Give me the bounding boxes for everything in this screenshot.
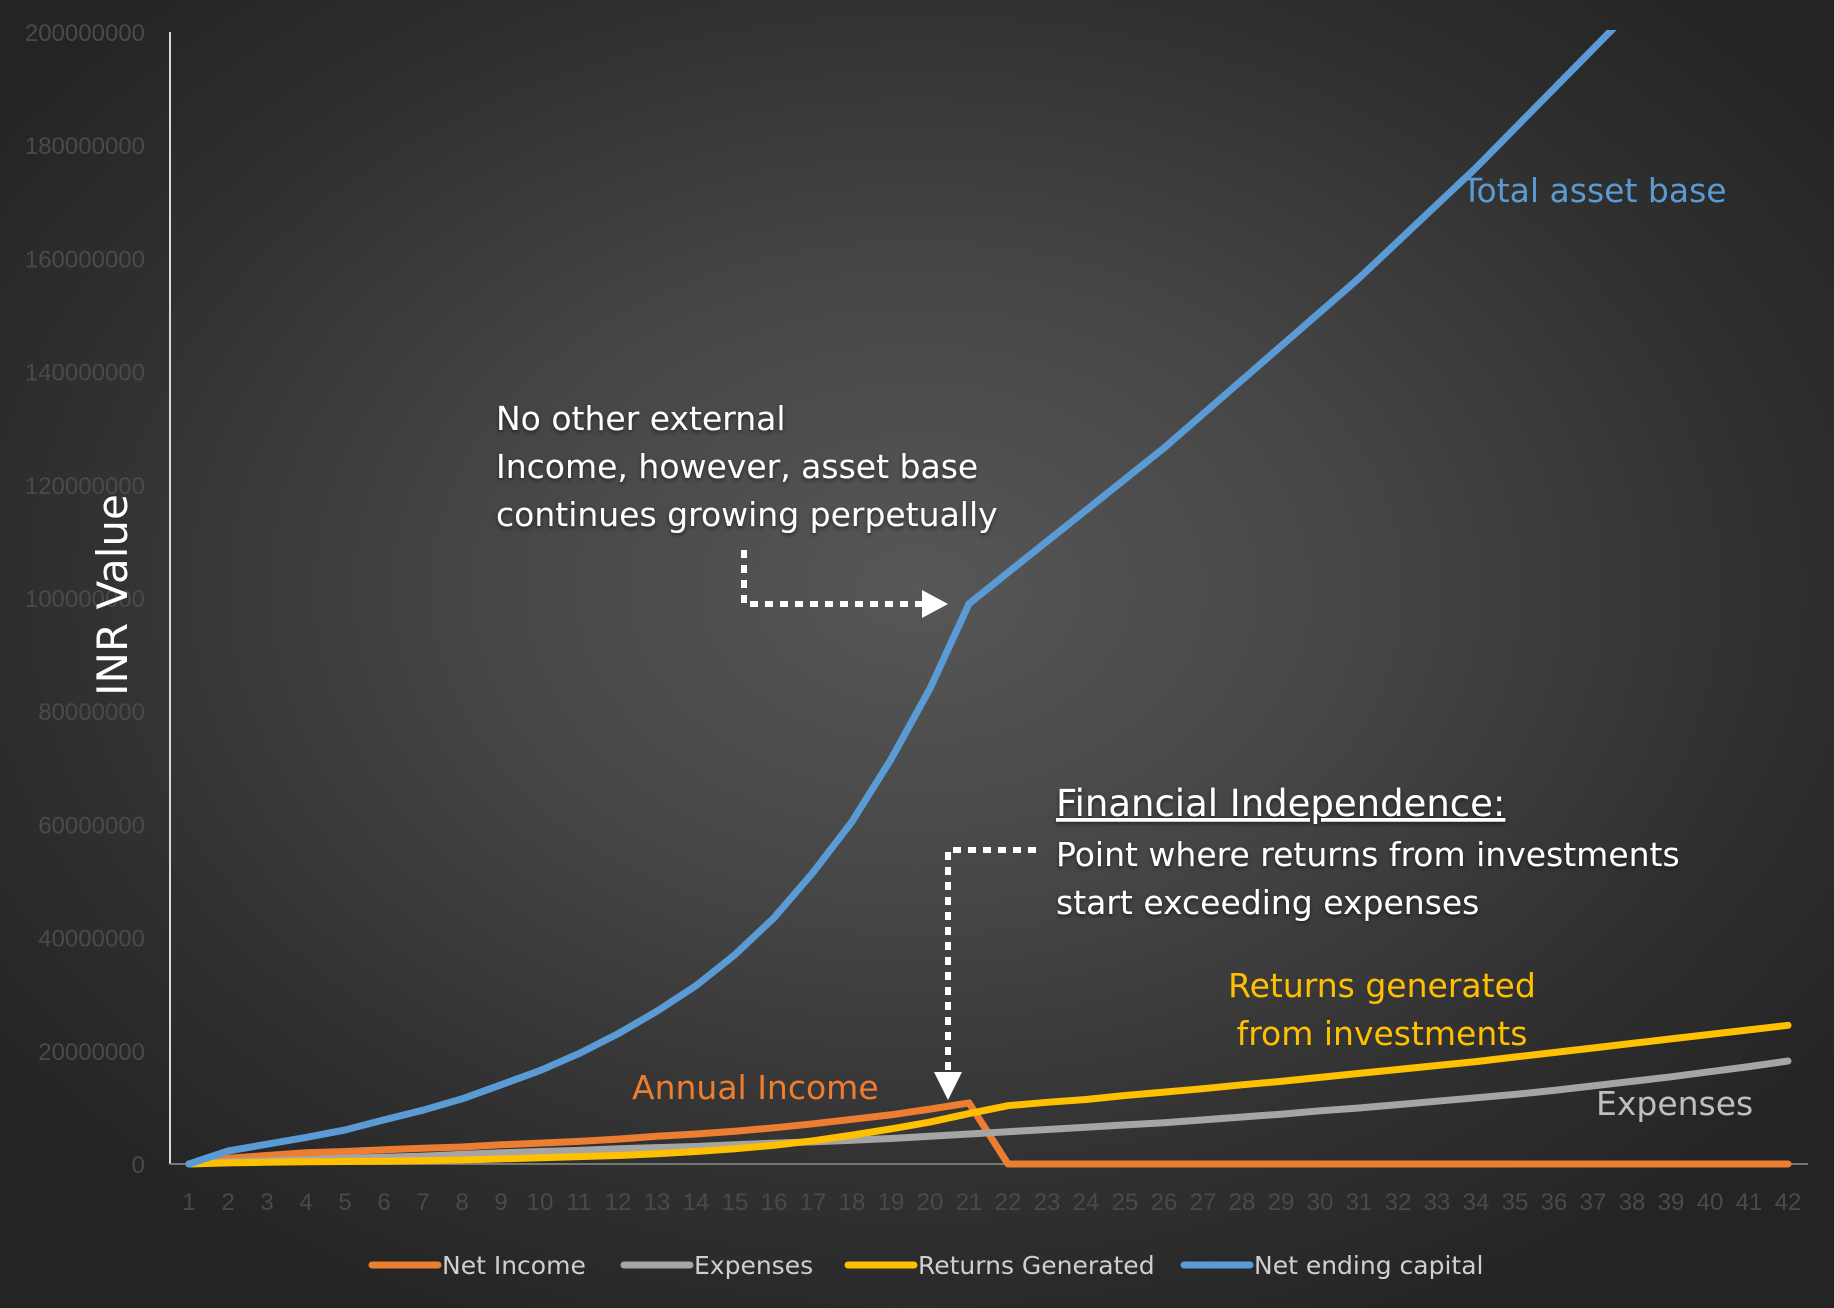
y-tick-label: 160000000: [25, 246, 145, 273]
x-tick-label: 24: [1073, 1189, 1100, 1216]
x-tick-label: 27: [1190, 1189, 1217, 1216]
x-tick-label: 26: [1151, 1189, 1178, 1216]
x-tick-label: 22: [995, 1189, 1022, 1216]
x-tick-label: 6: [377, 1189, 390, 1216]
x-tick-label: 32: [1385, 1189, 1412, 1216]
x-tick-label: 10: [527, 1189, 554, 1216]
x-tick-label: 9: [494, 1189, 507, 1216]
y-tick-label: 40000000: [38, 926, 145, 953]
x-tick-label: 14: [683, 1189, 710, 1216]
x-tick-label: 40: [1697, 1189, 1724, 1216]
x-tick-label: 38: [1619, 1189, 1646, 1216]
label-expenses: Expenses: [1596, 1084, 1753, 1123]
x-tick-label: 39: [1658, 1189, 1685, 1216]
fi-arrow: [934, 847, 1036, 1100]
x-tick-label: 17: [800, 1189, 827, 1216]
x-tick-label: 30: [1307, 1189, 1334, 1216]
fi-body-line-2: start exceeding expenses: [1056, 883, 1479, 922]
legend: Net Income Expenses Returns Generated Net e…: [368, 1251, 1483, 1280]
asset-note-line-1: No other external: [496, 399, 786, 438]
x-tick-label: 8: [455, 1189, 468, 1216]
x-tick-label: 11: [567, 1189, 592, 1216]
x-tick-label: 21: [956, 1189, 983, 1216]
y-tick-label: 200000000: [25, 20, 145, 47]
x-tick-label: 25: [1112, 1189, 1139, 1216]
x-tick-label: 33: [1424, 1189, 1451, 1216]
x-tick-label: 20: [917, 1189, 944, 1216]
label-total-asset-base: Total asset base: [1461, 171, 1727, 210]
legend-item-label: Net Income: [442, 1251, 586, 1280]
label-returns-line-1: Returns generated: [1228, 966, 1536, 1005]
x-tick-label: 1: [182, 1189, 195, 1216]
x-tick-label: 16: [761, 1189, 788, 1216]
asset-note-line-3: continues growing perpetually: [496, 495, 998, 534]
legend-item-label: Expenses: [694, 1251, 813, 1280]
legend-item-label: Net ending capital: [1254, 1251, 1483, 1280]
y-tick-label: 80000000: [38, 699, 145, 726]
y-tick-label: 100000000: [25, 586, 145, 613]
label-returns-line-2: from investments: [1237, 1014, 1528, 1053]
x-tick-label: 37: [1580, 1189, 1607, 1216]
x-tick-label: 42: [1775, 1189, 1802, 1216]
x-tick-label: 15: [722, 1189, 749, 1216]
y-tick-label: 180000000: [25, 133, 145, 160]
x-tick-label: 5: [338, 1189, 351, 1216]
x-tick-label: 36: [1541, 1189, 1568, 1216]
x-tick-label: 41: [1736, 1189, 1763, 1216]
series-line-expenses: [185, 1057, 1792, 1168]
fi-title: Financial Independence:: [1056, 782, 1505, 825]
x-tick-label: 31: [1346, 1189, 1373, 1216]
series-line-returns-generated: [185, 1021, 1792, 1168]
label-annual-income: Annual Income: [632, 1068, 879, 1107]
y-tick-label: 60000000: [38, 812, 145, 839]
x-tick-label: 29: [1268, 1189, 1295, 1216]
x-tick-label: 7: [416, 1189, 429, 1216]
y-tick-label: 140000000: [25, 360, 145, 387]
x-tick-label: 4: [299, 1189, 312, 1216]
x-tick-label: 18: [839, 1189, 866, 1216]
x-tick-label: 23: [1034, 1189, 1061, 1216]
legend-item-label: Returns Generated: [918, 1251, 1155, 1280]
y-axis-title: INR Value: [88, 494, 137, 696]
y-tick-label: 120000000: [25, 473, 145, 500]
asset-note-arrow: [741, 550, 948, 618]
series-line-net-ending-capital: [185, 30, 1617, 1168]
y-tick-label: 0: [132, 1152, 145, 1179]
asset-note-line-2: Income, however, asset base: [496, 447, 978, 486]
fi-body-line-1: Point where returns from investments: [1056, 835, 1680, 874]
x-tick-label: 19: [878, 1189, 905, 1216]
x-tick-label: 13: [644, 1189, 671, 1216]
y-tick-label: 20000000: [38, 1039, 145, 1066]
x-tick-label: 2: [221, 1189, 234, 1216]
x-tick-label: 12: [605, 1189, 632, 1216]
x-tick-label: 35: [1502, 1189, 1529, 1216]
x-tick-label: 34: [1463, 1189, 1490, 1216]
x-tick-label: 28: [1229, 1189, 1256, 1216]
x-tick-label: 3: [260, 1189, 273, 1216]
